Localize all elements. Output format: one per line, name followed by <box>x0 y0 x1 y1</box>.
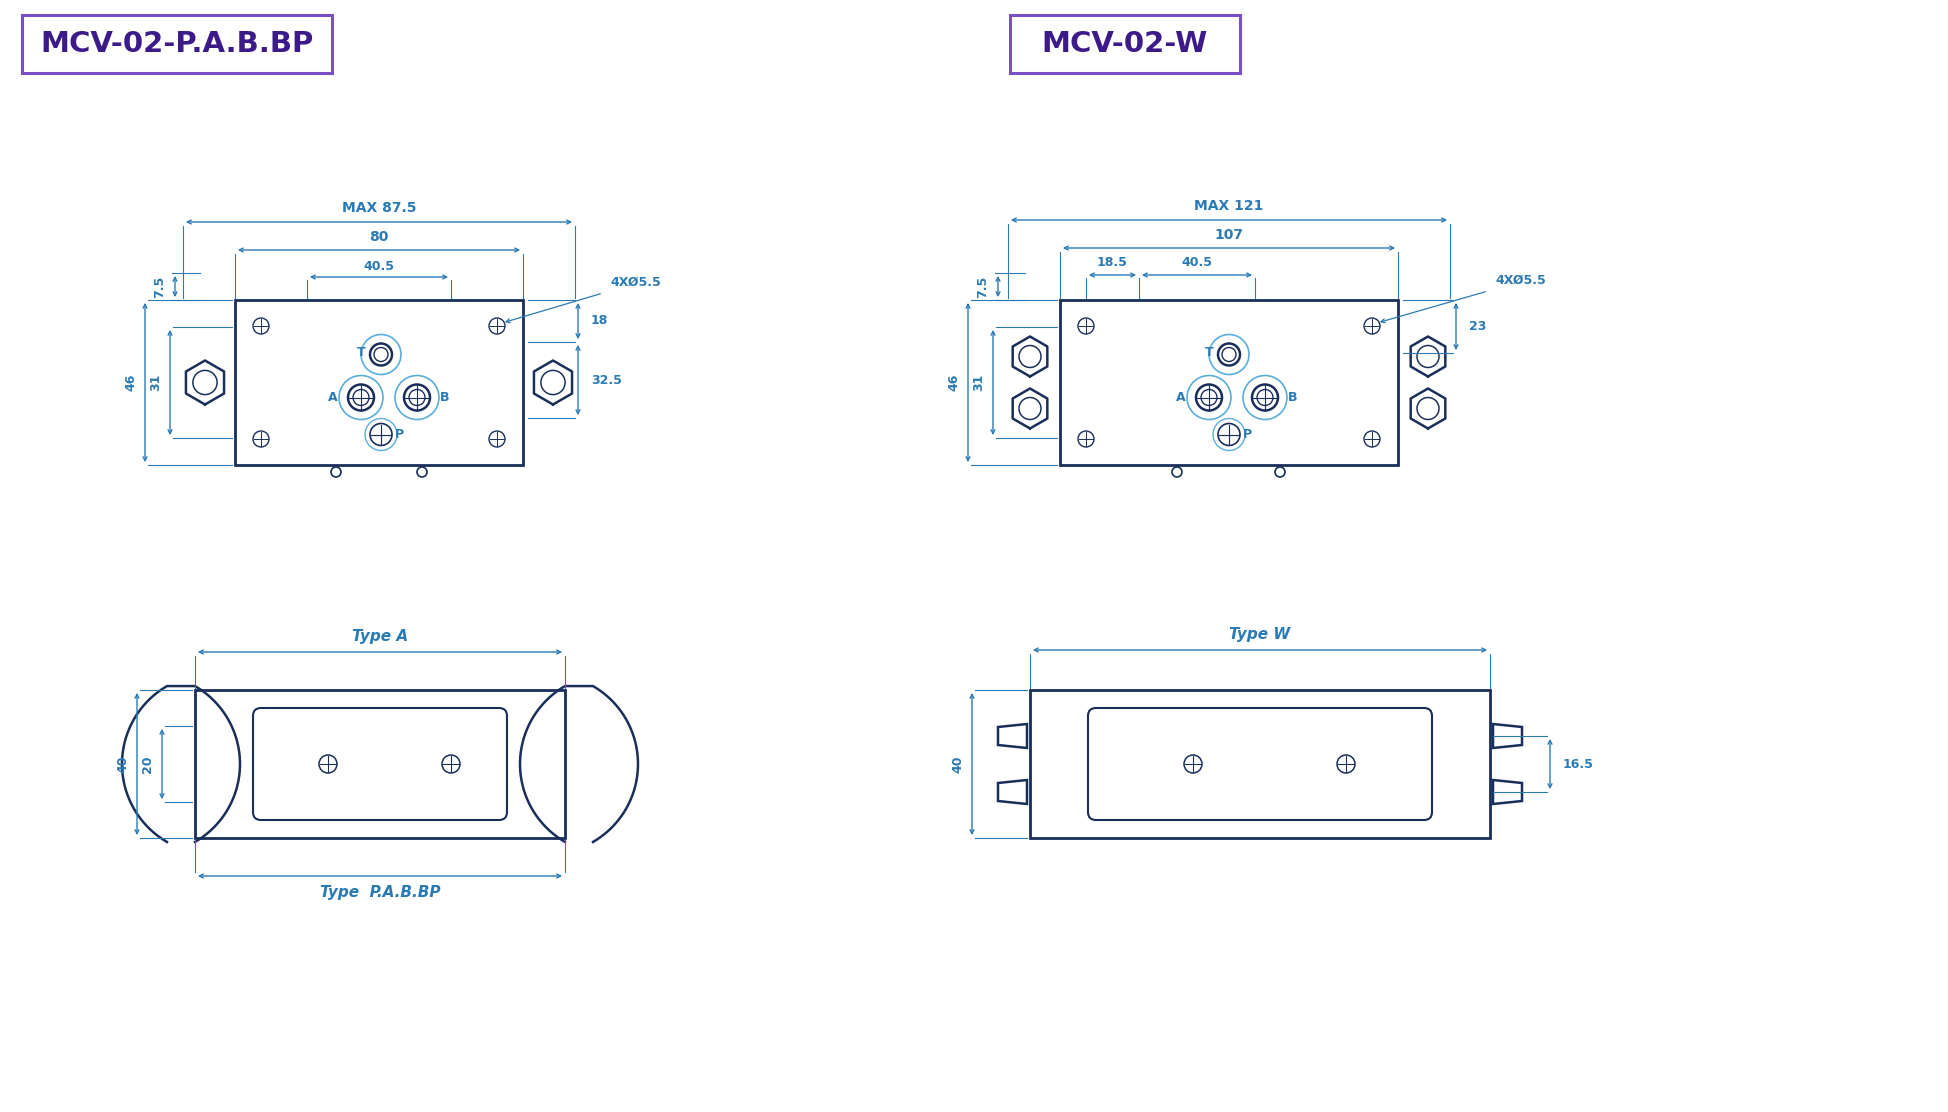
Text: Type W: Type W <box>1229 627 1292 643</box>
Text: 40: 40 <box>951 755 964 773</box>
Text: 46: 46 <box>125 374 138 391</box>
Text: P: P <box>1243 428 1251 441</box>
Text: 20: 20 <box>142 755 154 773</box>
Text: Type A: Type A <box>353 629 407 645</box>
Bar <box>1060 300 1399 465</box>
Text: T: T <box>356 346 366 359</box>
Text: MAX 121: MAX 121 <box>1194 199 1264 214</box>
Bar <box>1030 691 1490 838</box>
Text: Type  P.A.B.BP: Type P.A.B.BP <box>319 884 440 900</box>
Text: 4XØ5.5: 4XØ5.5 <box>610 276 660 288</box>
Bar <box>195 691 565 838</box>
Text: 23: 23 <box>1469 320 1486 332</box>
Text: 16.5: 16.5 <box>1562 757 1593 771</box>
Text: 32.5: 32.5 <box>590 374 621 387</box>
Text: 40.5: 40.5 <box>364 259 395 272</box>
Text: 18: 18 <box>590 315 608 328</box>
Text: 46: 46 <box>947 374 960 391</box>
Text: 107: 107 <box>1214 228 1243 242</box>
Text: 31: 31 <box>150 374 162 391</box>
Bar <box>1009 14 1241 73</box>
Text: 18.5: 18.5 <box>1097 257 1128 269</box>
Text: 7.5: 7.5 <box>154 276 166 298</box>
Text: MAX 87.5: MAX 87.5 <box>341 201 417 215</box>
Bar <box>21 14 331 73</box>
Text: 7.5: 7.5 <box>976 276 990 298</box>
Text: 80: 80 <box>370 230 390 244</box>
Text: A: A <box>1177 391 1186 404</box>
Text: B: B <box>1288 391 1297 404</box>
Text: B: B <box>440 391 450 404</box>
Text: 40.5: 40.5 <box>1182 257 1212 269</box>
Text: P: P <box>393 428 403 441</box>
Bar <box>236 300 522 465</box>
Text: 31: 31 <box>972 374 986 391</box>
Text: A: A <box>327 391 337 404</box>
Text: 40: 40 <box>117 755 129 773</box>
Text: T: T <box>1204 346 1214 359</box>
Text: MCV-02-W: MCV-02-W <box>1042 30 1208 58</box>
Text: 4XØ5.5: 4XØ5.5 <box>1494 274 1547 287</box>
Text: MCV-02-P.A.B.BP: MCV-02-P.A.B.BP <box>41 30 314 58</box>
